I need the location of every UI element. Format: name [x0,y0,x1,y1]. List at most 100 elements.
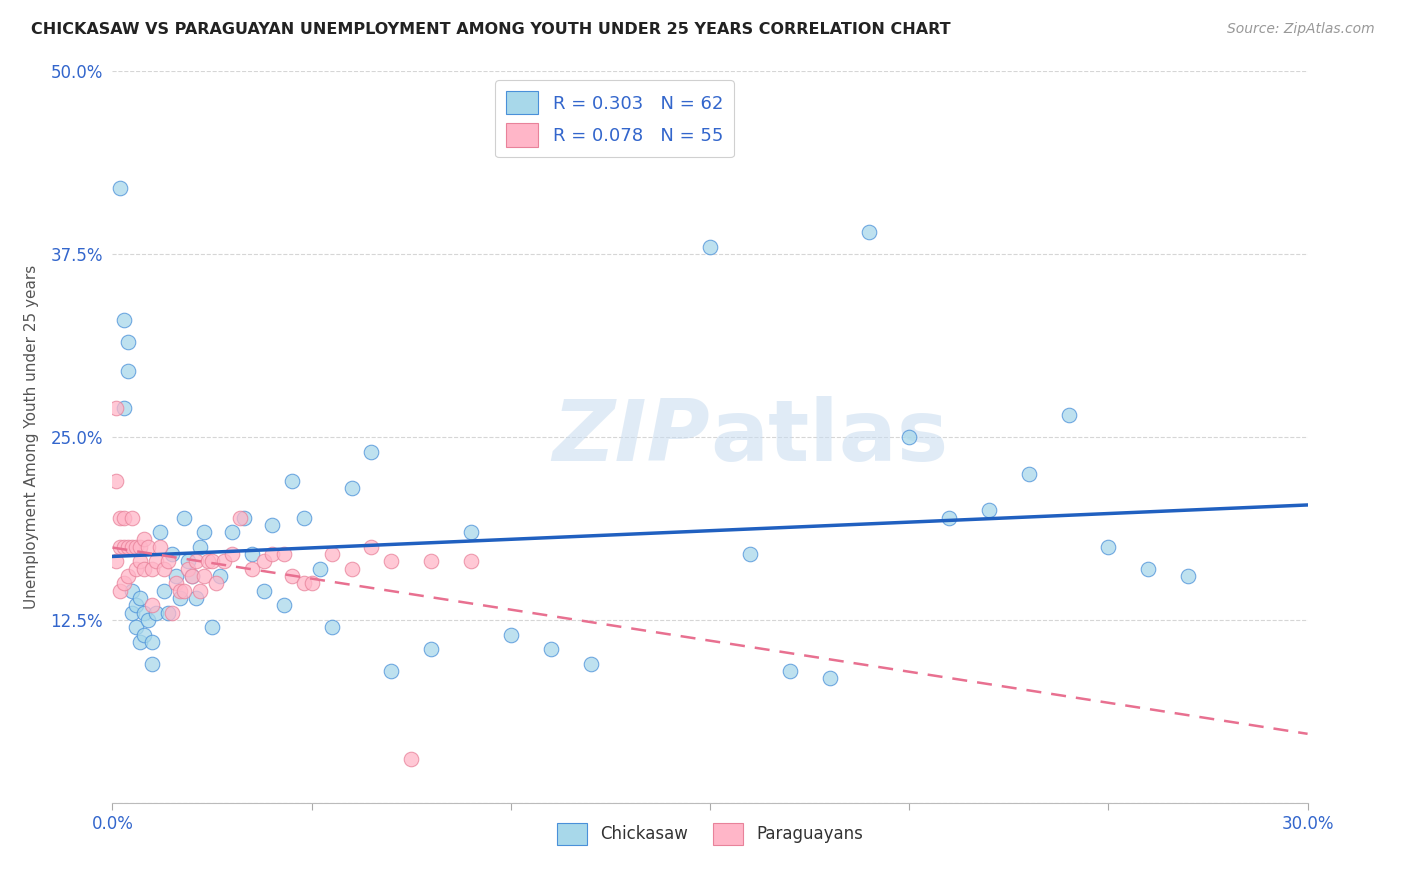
Point [169,591,191,605]
Point [579,657,602,671]
Point [340,562,363,576]
Point [253,554,276,568]
Point [201,620,224,634]
Point [169,583,191,598]
Point [141,657,163,671]
Point [460,525,482,540]
Point [540,642,562,657]
Point [229,510,252,524]
Point [165,569,187,583]
Point [181,569,204,583]
Point [499,627,522,641]
Point [186,591,208,605]
Point [401,752,423,766]
Point [380,664,402,678]
Point [420,642,443,657]
Point [360,540,382,554]
Point [212,554,235,568]
Point [186,554,208,568]
Point [197,554,219,568]
Point [281,474,304,488]
Point [738,547,761,561]
Point [420,554,443,568]
Point [153,562,176,576]
Point [114,313,135,327]
Point [134,533,156,547]
Legend: Chickasaw, Paraguayans: Chickasaw, Paraguayans [548,815,872,853]
Point [162,606,183,620]
Point [779,664,801,678]
Point [460,554,482,568]
Point [292,510,315,524]
Point [181,569,204,583]
Point [110,583,132,598]
Point [125,620,148,634]
Point [1057,408,1080,422]
Point [162,547,183,561]
Point [1018,467,1040,481]
Point [121,540,143,554]
Point [188,540,211,554]
Point [125,599,148,613]
Point [233,510,256,524]
Point [121,606,143,620]
Point [193,569,215,583]
Y-axis label: Unemployment Among Youth under 25 years: Unemployment Among Youth under 25 years [24,265,39,609]
Point [129,635,152,649]
Point [141,562,163,576]
Point [134,627,156,641]
Point [129,591,152,605]
Point [177,562,200,576]
Point [253,583,276,598]
Point [221,525,243,540]
Point [157,606,180,620]
Text: Source: ZipAtlas.com: Source: ZipAtlas.com [1227,22,1375,37]
Point [173,510,195,524]
Point [114,576,135,591]
Point [114,401,135,415]
Point [188,583,211,598]
Point [818,672,841,686]
Point [321,547,343,561]
Point [129,554,152,568]
Point [340,481,363,495]
Point [149,540,172,554]
Point [114,540,135,554]
Point [360,444,382,458]
Point [240,562,263,576]
Point [260,517,283,532]
Point [105,401,128,415]
Point [898,430,921,444]
Point [138,540,160,554]
Point [858,225,880,239]
Point [110,510,132,524]
Point [209,569,232,583]
Point [177,554,200,568]
Point [173,583,195,598]
Point [105,474,128,488]
Point [125,562,148,576]
Point [1177,569,1199,583]
Point [321,620,343,634]
Point [273,599,295,613]
Point [125,540,148,554]
Point [117,334,139,349]
Point [145,554,167,568]
Point [221,547,243,561]
Point [110,540,132,554]
Point [281,569,304,583]
Text: CHICKASAW VS PARAGUAYAN UNEMPLOYMENT AMONG YOUTH UNDER 25 YEARS CORRELATION CHAR: CHICKASAW VS PARAGUAYAN UNEMPLOYMENT AMO… [31,22,950,37]
Point [292,576,315,591]
Text: atlas: atlas [710,395,948,479]
Point [201,554,224,568]
Point [938,510,960,524]
Point [1137,562,1160,576]
Point [138,613,160,627]
Point [273,547,295,561]
Text: ZIP: ZIP [553,395,710,479]
Point [117,569,139,583]
Point [121,583,143,598]
Point [129,540,152,554]
Point [193,525,215,540]
Point [165,576,187,591]
